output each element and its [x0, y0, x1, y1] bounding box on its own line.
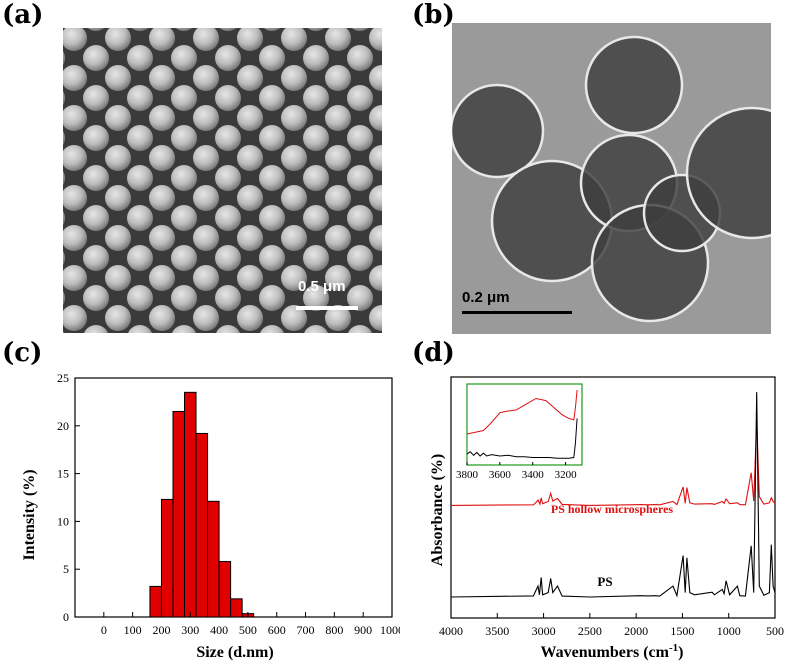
x-tick-label: 3000 [532, 624, 556, 638]
x-axis-label: Size (d.nm) [196, 644, 273, 661]
y-tick-label: 20 [57, 419, 69, 433]
inset-x-tick-label: 3600 [489, 469, 512, 481]
x-tick-label: 2500 [578, 624, 602, 638]
spectrum-line-ps [450, 392, 776, 598]
scale-bar-label-a: 0.5 μm [298, 278, 346, 295]
series-label-ps: PS [597, 574, 612, 589]
panel-label-a: (a) [2, 0, 44, 30]
y-tick-label: 25 [57, 371, 69, 385]
x-tick-label: 2000 [624, 624, 648, 638]
inset-spectrum-ps-hollow [466, 389, 578, 435]
x-tick-label: 1500 [670, 624, 694, 638]
x-tick-label: 600 [268, 623, 286, 637]
x-tick-label: 500 [239, 623, 257, 637]
histogram-bar [184, 391, 197, 618]
x-tick-label: 200 [152, 623, 170, 637]
histogram-bar [207, 500, 220, 618]
panel-label-b: (b) [412, 0, 455, 30]
tem-image: 0.2 μm [452, 23, 771, 334]
inset-x-tick-label: 3800 [456, 469, 479, 481]
x-tick-label: 500 [766, 624, 784, 638]
spectrum-line-ps-hollow [450, 420, 776, 506]
x-tick-label: 100 [124, 623, 142, 637]
scale-bar-label-b: 0.2 μm [462, 289, 510, 306]
panel-label-d: (d) [412, 338, 455, 368]
x-tick-label: 1000 [717, 624, 741, 638]
x-tick-label: 700 [297, 623, 315, 637]
y-tick-label: 5 [63, 562, 69, 576]
inset-frame [466, 383, 583, 466]
y-tick-label: 10 [57, 514, 69, 528]
inset-x-tick-label: 3400 [522, 469, 545, 481]
y-tick-label: 15 [57, 467, 69, 481]
y-axis-label: Intensity (%) [21, 469, 38, 560]
size-distribution-chart: Intensity (%) Size (d.nm) 0 100 200 300 400 5… [21, 371, 400, 661]
x-tick-label: 800 [325, 623, 343, 637]
x-axis-label: Wavenumbers (cm-1) [541, 642, 684, 661]
histogram-bar [160, 498, 174, 618]
x-tick-label: 1000 [380, 623, 400, 637]
x-tick-label: 3500 [485, 624, 509, 638]
histogram-bar [195, 432, 209, 618]
scale-bar-a [296, 306, 358, 310]
histogram-bar [218, 561, 232, 618]
histogram-bar [172, 410, 186, 618]
plot-frame [450, 376, 776, 619]
x-tick-label: 300 [181, 623, 199, 637]
plot-frame [74, 377, 393, 618]
x-tick-label: 900 [354, 623, 372, 637]
histogram-bar [149, 585, 162, 618]
x-tick-label: 400 [210, 623, 228, 637]
x-tick-label: 0 [101, 623, 107, 637]
y-axis-label: Absorbance (%) [429, 454, 446, 566]
sem-image: 0.5 μm [63, 28, 382, 333]
y-tick-label: 0 [63, 610, 69, 624]
inset-x-tick-label: 3200 [555, 469, 578, 481]
panel-label-c: (c) [2, 338, 43, 368]
inset-spectrum-ps [466, 418, 578, 459]
series-label-ps-hollow: PS hollow microspheres [551, 502, 674, 516]
ftir-spectra-chart: Absorbance (%) Wavenumbers (cm-1) PS hol… [429, 376, 784, 661]
histogram-bar [230, 598, 243, 618]
x-tick-label: 4000 [439, 624, 463, 638]
